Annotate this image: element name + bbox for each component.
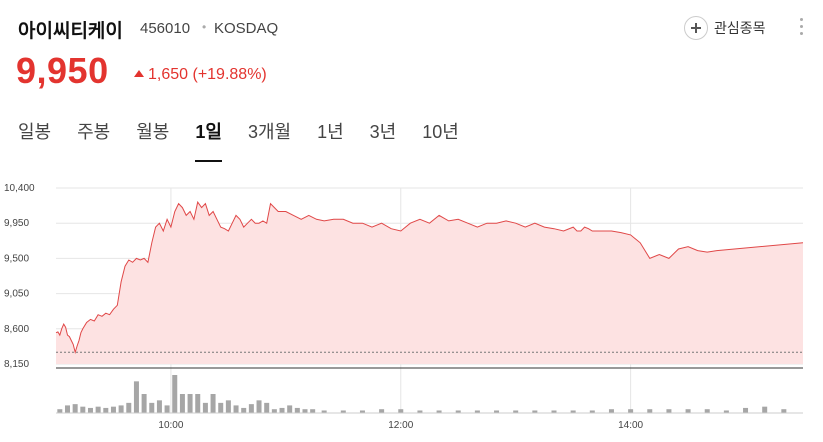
volume-bar <box>310 409 316 413</box>
market-name: KOSDAQ <box>214 20 279 37</box>
volume-bar <box>398 409 404 413</box>
y-tick-label: 9,950 <box>4 218 29 229</box>
volume-bar <box>87 407 93 413</box>
tab-10year[interactable]: 10년 <box>422 122 459 142</box>
volume-bar <box>474 410 480 413</box>
volume-bar <box>628 409 634 413</box>
volume-bar <box>666 409 672 413</box>
volume-bar <box>233 405 239 413</box>
volume-bar <box>187 394 193 413</box>
volume-bar <box>494 410 500 413</box>
y-tick-label: 10,400 <box>4 183 35 194</box>
volume-bar <box>195 394 201 413</box>
volume-bar <box>264 402 270 413</box>
volume-bar <box>294 407 300 413</box>
up-triangle-icon <box>134 70 144 77</box>
volume-bar <box>455 410 461 413</box>
price-line <box>55 200 804 355</box>
volume-bar <box>436 410 442 413</box>
volume-bar <box>279 407 285 413</box>
volume-bar <box>513 410 519 413</box>
volume-bar <box>647 409 653 413</box>
watchlist-label: 관심종목 <box>714 20 766 36</box>
volume-bar <box>321 410 327 413</box>
volume-bar <box>210 394 216 413</box>
volume-bar <box>110 406 116 413</box>
more-vertical-icon[interactable] <box>798 18 804 40</box>
tab-3month[interactable]: 3개월 <box>247 122 292 142</box>
volume-bar <box>218 402 224 413</box>
add-watchlist-button[interactable]: 관심종목 <box>684 14 766 42</box>
volume-bar <box>271 409 277 413</box>
volume-bar <box>202 402 208 413</box>
intraday-price-chart[interactable]: 10,400 9,950 9,500 9,050 8,600 8,150 10:00 12:0… <box>0 170 823 442</box>
volume-bar <box>256 400 262 413</box>
volume-bar <box>287 405 293 413</box>
volume-bar <box>133 381 139 413</box>
volume-bar <box>248 404 254 413</box>
volume-bar <box>762 406 768 413</box>
volume-bar <box>241 407 247 413</box>
price-area <box>56 202 803 364</box>
volume-bar <box>570 410 576 413</box>
separator-dot: • <box>202 20 207 34</box>
volume-bar <box>72 404 78 413</box>
volume-bar <box>551 410 557 413</box>
stock-name: 아이씨티케이 <box>18 21 123 42</box>
volume-bar <box>417 410 423 413</box>
volume-bar <box>589 410 595 413</box>
stock-header: 아이씨티케이 456010 • KOSDAQ 관심종목 <box>18 14 808 44</box>
x-tick-label: 10:00 <box>158 420 183 431</box>
tab-monthly[interactable]: 월봉 <box>136 122 170 142</box>
volume-bar <box>118 405 124 413</box>
period-tabs: 일봉 주봉 월봉 1일 3개월 1년 3년 10년 <box>18 118 485 162</box>
volume-bar <box>164 405 170 413</box>
tab-weekly[interactable]: 주봉 <box>77 122 111 142</box>
tab-1day[interactable]: 1일 <box>195 118 222 162</box>
volume-bar <box>608 409 614 413</box>
x-tick-label: 12:00 <box>388 420 413 431</box>
y-tick-label: 8,150 <box>4 359 29 370</box>
volume-bar <box>685 409 691 413</box>
volume-bar <box>225 400 231 413</box>
volume-bar <box>379 409 385 413</box>
volume-bar <box>302 409 308 413</box>
volume-bar <box>103 407 109 413</box>
stock-code: 456010 <box>140 20 191 37</box>
volume-bar <box>704 409 710 413</box>
volume-bar <box>781 409 787 413</box>
volume-bar <box>359 410 365 413</box>
volume-bar <box>149 402 155 413</box>
y-tick-label: 8,600 <box>4 324 29 335</box>
y-tick-label: 9,050 <box>4 289 29 300</box>
y-tick-label: 9,500 <box>4 253 29 264</box>
volume-bar <box>179 394 185 413</box>
volume-bar <box>340 410 346 413</box>
volume-bar <box>141 394 147 413</box>
volume-bar <box>532 410 538 413</box>
volume-bar <box>126 402 132 413</box>
volume-bar <box>64 405 70 413</box>
tab-daily[interactable]: 일봉 <box>18 122 52 142</box>
tab-1year[interactable]: 1년 <box>317 122 344 142</box>
volume-bar <box>95 406 101 413</box>
volume-bar <box>156 400 162 413</box>
tab-3year[interactable]: 3년 <box>369 122 397 142</box>
plus-icon <box>684 16 708 40</box>
x-tick-label: 14:00 <box>618 420 643 431</box>
price-change: 1,650 (+19.88%) <box>148 66 267 83</box>
volume-bar <box>723 410 729 413</box>
volume-bar <box>80 406 86 413</box>
current-price: 9,950 <box>16 50 109 91</box>
volume-bar <box>172 375 178 413</box>
volume-bar <box>57 409 63 413</box>
volume-bar <box>743 407 749 413</box>
